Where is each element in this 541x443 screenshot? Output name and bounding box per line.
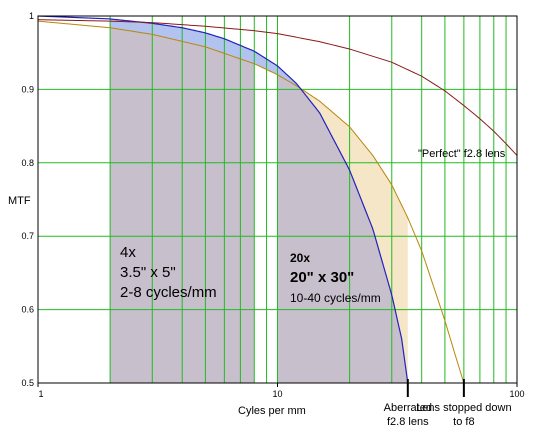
y-tick-label: 0.8 xyxy=(21,158,34,168)
y-tick-label: 0.7 xyxy=(21,231,34,241)
x-tick-label: 1 xyxy=(38,389,43,399)
series-label-aberrated: f2.8 lens xyxy=(387,416,429,428)
series-aberrated-line xyxy=(37,15,409,384)
fill-aberrated-sliver xyxy=(110,18,313,104)
x-tick-label: 100 xyxy=(509,389,524,399)
region-label-4x: 4x xyxy=(120,244,136,261)
region-fill-20x xyxy=(277,74,408,383)
chart-grid xyxy=(38,16,517,383)
series-label-f8: Lens stopped down xyxy=(416,402,511,414)
series-label-f8: to f8 xyxy=(453,416,474,428)
chart-ticks: 1 10 100 0.5 0.6 0.7 0.8 0.9 1 xyxy=(21,11,524,399)
region-label-20x: 10-40 cycles/mm xyxy=(290,291,381,305)
chart-labels: MTF Cyles per mm 4x 3.5" x 5" 2-8 cycles/mm 2… xyxy=(8,148,512,428)
series-label-perfect: "Perfect" f2.8 lens xyxy=(418,148,506,160)
y-tick-label: 0.5 xyxy=(21,378,34,388)
region-label-4x: 3.5" x 5" xyxy=(120,264,176,281)
series-f8-line xyxy=(37,20,465,384)
chart-fills xyxy=(38,16,408,384)
region-label-20x: 20x xyxy=(290,251,310,265)
region-label-20x: 20" x 30" xyxy=(290,269,354,286)
series-perfect-line xyxy=(37,19,518,156)
x-axis-label: Cyles per mm xyxy=(238,405,306,417)
x-tick-label: 10 xyxy=(272,389,282,399)
y-tick-label: 0.6 xyxy=(21,305,34,315)
y-axis-label: MTF xyxy=(8,195,31,207)
y-tick-label: 0.9 xyxy=(21,84,34,94)
series-label-aberrated: Aberrated xyxy=(384,402,432,414)
chart-curves xyxy=(37,15,518,384)
region-label-4x: 2-8 cycles/mm xyxy=(120,284,217,301)
y-tick-label: 1 xyxy=(29,11,34,21)
